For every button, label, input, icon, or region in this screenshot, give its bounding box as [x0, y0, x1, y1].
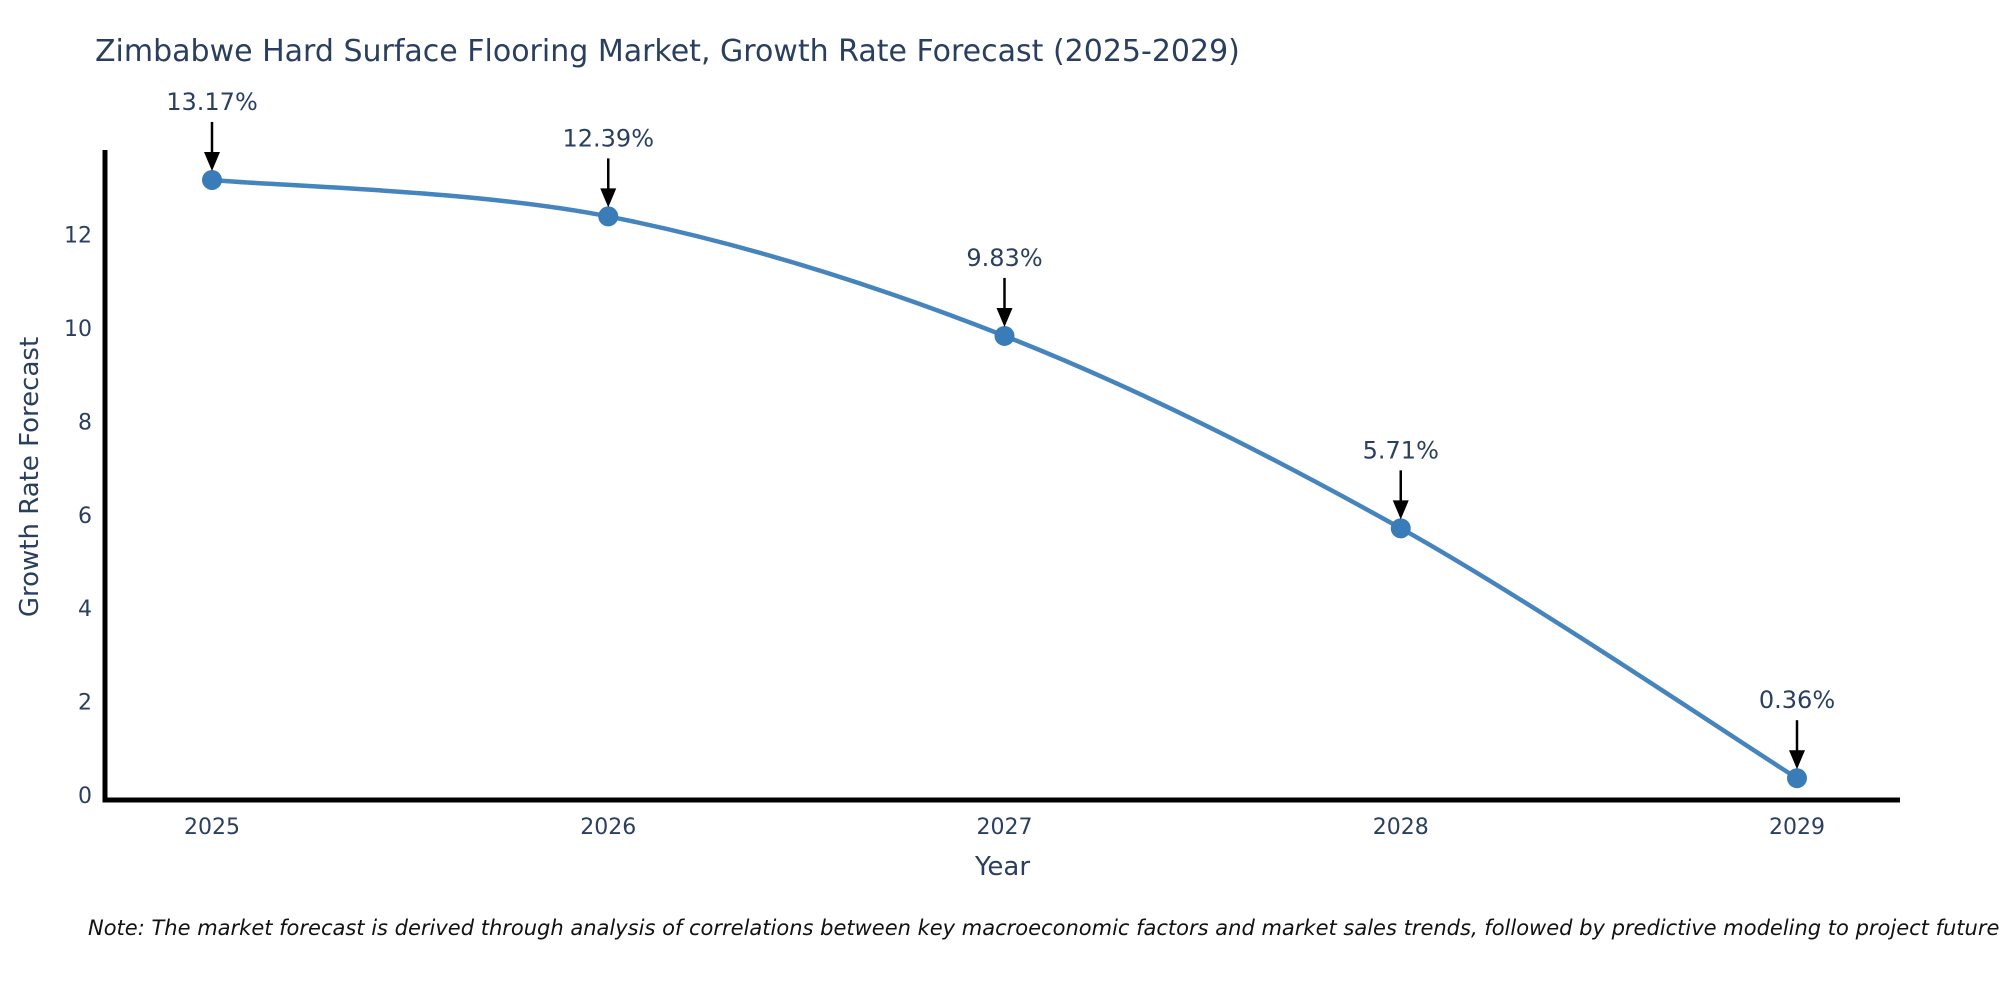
data-point-marker [1787, 768, 1807, 789]
y-tick-label: 4 [78, 597, 92, 622]
x-tick-label: 2028 [1373, 815, 1429, 840]
x-axis-title: Year [974, 852, 1031, 882]
annotation-label: 13.17% [166, 88, 258, 116]
x-tick-label: 2027 [977, 815, 1033, 840]
annotation-label: 5.71% [1363, 436, 1439, 464]
data-point-marker [202, 169, 222, 190]
y-tick-label: 2 [78, 691, 92, 716]
chart-title: Zimbabwe Hard Surface Flooring Market, G… [95, 34, 1240, 69]
data-point-marker [598, 206, 619, 227]
y-tick-label: 6 [78, 504, 92, 529]
annotation-arrowhead [996, 307, 1013, 327]
y-tick-label: 12 [64, 224, 92, 249]
annotation-arrowhead [1789, 750, 1805, 770]
x-tick-label: 2026 [580, 815, 636, 840]
x-tick-label: 2029 [1769, 815, 1825, 840]
annotation-arrowhead [204, 151, 220, 171]
y-axis-title: Growth Rate Forecast [15, 336, 45, 618]
data-point-marker [994, 325, 1015, 346]
annotation-label: 9.83% [966, 244, 1042, 272]
annotation-arrowhead [1392, 500, 1409, 520]
annotation-label: 0.36% [1759, 686, 1835, 714]
annotation-arrowhead [600, 188, 617, 208]
y-tick-label: 10 [64, 317, 92, 342]
annotation-label: 12.39% [562, 124, 654, 152]
data-point-marker [1390, 518, 1411, 539]
x-tick-label: 2025 [184, 815, 240, 840]
y-tick-label: 8 [78, 410, 92, 435]
footnote: Note: The market forecast is derived thr… [88, 916, 2000, 940]
y-tick-label: 0 [78, 784, 92, 809]
